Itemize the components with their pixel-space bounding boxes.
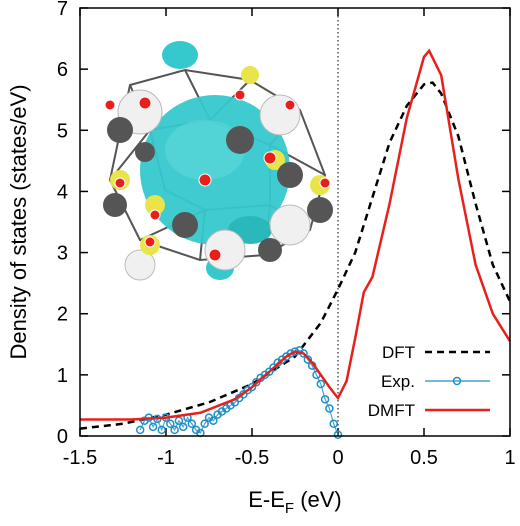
- x-tick-label: 0: [332, 447, 343, 469]
- y-tick-label: 2: [57, 304, 68, 326]
- data-point: [325, 404, 334, 413]
- y-tick-label: 4: [57, 181, 68, 203]
- y-axis-label: Density of states (states/eV): [6, 84, 31, 359]
- data-point: [247, 382, 257, 392]
- data-point: [174, 416, 184, 425]
- data-point: [264, 367, 274, 377]
- x-axis-label-main: E-E: [248, 487, 285, 512]
- data-point: [209, 416, 218, 425]
- data-point: [329, 419, 338, 429]
- data-point: [252, 377, 261, 387]
- data-point: [269, 363, 278, 372]
- plot-frame: [79, 7, 511, 437]
- series-line: [80, 48, 512, 421]
- data-point: [157, 425, 166, 435]
- data-point: [187, 419, 197, 429]
- y-tick-label: 6: [57, 59, 68, 81]
- series-line: [79, 81, 512, 430]
- legend-label: Exp.: [381, 372, 415, 391]
- x-tick-label: -1: [157, 447, 175, 469]
- x-tick-label: -0.5: [235, 447, 269, 469]
- x-axis-label-unit: (eV): [294, 487, 342, 512]
- y-tick-label: 0: [57, 426, 68, 448]
- x-tick-label: 1: [504, 447, 515, 469]
- x-axis-label-sub: F: [285, 500, 294, 517]
- y-tick-label: 1: [57, 365, 68, 387]
- x-tick-label: -1.5: [63, 447, 97, 469]
- data-point: [320, 395, 330, 404]
- data-point: [303, 355, 313, 364]
- data-point: [170, 425, 179, 435]
- y-tick-label: 5: [57, 120, 68, 142]
- legend-label: DFT: [382, 343, 415, 362]
- y-tick-label: 7: [57, 0, 68, 20]
- data-point: [148, 422, 158, 432]
- x-axis-label: E-EF (eV): [248, 487, 342, 517]
- x-tick-label: 0.5: [410, 447, 438, 469]
- y-tick-label: 3: [57, 243, 68, 265]
- data-point: [166, 419, 175, 429]
- data-point: [178, 422, 188, 432]
- data-point: [200, 419, 209, 429]
- legend-label: DMFT: [368, 401, 415, 420]
- data-point: [316, 379, 326, 389]
- molecule-inset: [103, 41, 333, 281]
- data-point: [333, 430, 343, 440]
- data-point: [135, 425, 145, 435]
- legend-marker: [452, 376, 462, 386]
